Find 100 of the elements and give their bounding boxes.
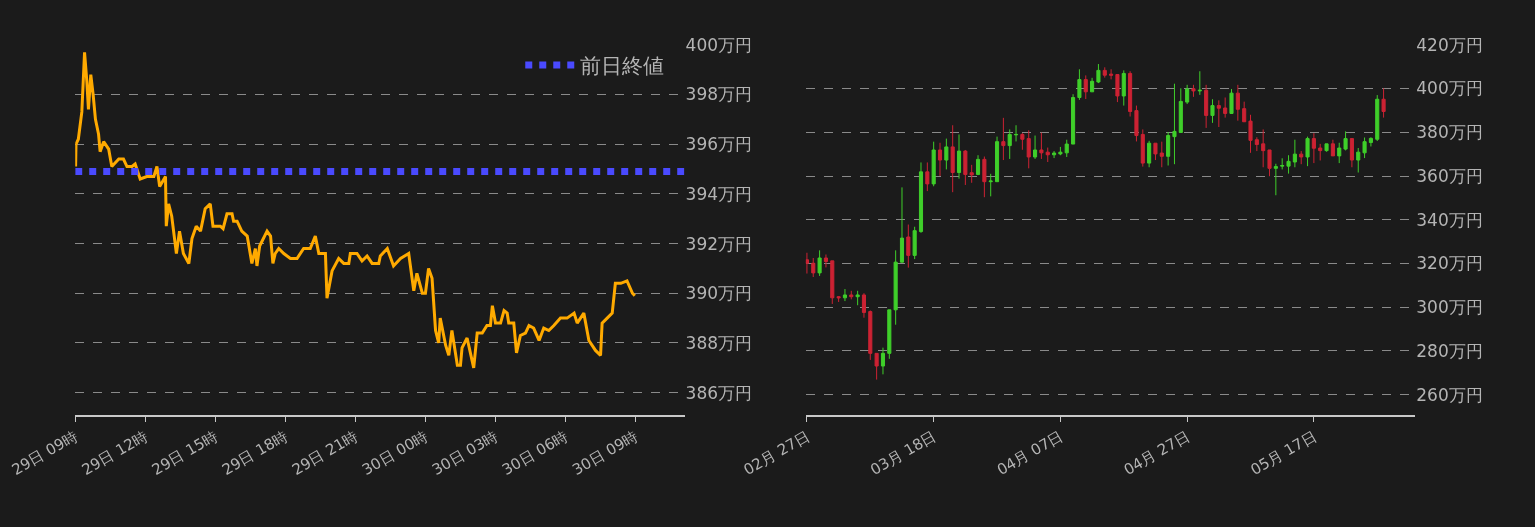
candlestick <box>1330 139 1335 157</box>
candlestick <box>1064 139 1069 158</box>
candlestick <box>1172 83 1177 165</box>
candlestick <box>1134 105 1139 142</box>
candlestick <box>1324 143 1329 153</box>
candlestick <box>975 154 981 176</box>
candlestick <box>1235 84 1240 122</box>
y-tick-label: 360万円 <box>1416 165 1483 186</box>
candlestick <box>956 133 962 180</box>
candlestick <box>1267 149 1272 177</box>
candlestick <box>1254 136 1259 152</box>
candlestick <box>1020 132 1025 151</box>
candlestick <box>880 347 886 375</box>
candlestick <box>1102 66 1107 79</box>
candlestick <box>1223 96 1228 119</box>
candlestick <box>1058 146 1063 156</box>
candlestick <box>925 161 930 192</box>
candlestick <box>1197 70 1202 96</box>
y-tick-label: 260万円 <box>1416 384 1483 405</box>
y-tick-label: 340万円 <box>1416 209 1483 230</box>
candlestick <box>1007 128 1012 160</box>
candlestick <box>1362 137 1367 159</box>
y-tick-label: 394万円 <box>685 183 753 204</box>
candlestick <box>1305 136 1310 167</box>
candlestick <box>1311 132 1316 164</box>
candlestick <box>1229 88 1234 114</box>
candlestick <box>861 292 867 319</box>
candlestick <box>811 257 816 278</box>
candlestick <box>1280 157 1285 170</box>
candlestick <box>918 161 924 234</box>
candlestick <box>1039 132 1044 160</box>
candlestick <box>1121 69 1126 107</box>
y-tick-label: 380万円 <box>1416 122 1483 143</box>
candlestick <box>830 260 835 305</box>
x-tick-label: 30日 06時 <box>499 426 572 479</box>
candlestick <box>1115 74 1120 103</box>
candlestick <box>1096 63 1101 84</box>
y-tick-label: 396万円 <box>685 134 753 155</box>
candlestick <box>1166 131 1171 166</box>
y-tick-label: 280万円 <box>1416 340 1483 361</box>
candlestick <box>1052 150 1057 159</box>
candlestick <box>950 124 955 193</box>
y-tick-label: 420万円 <box>1416 34 1483 55</box>
candlestick <box>1014 124 1019 142</box>
candlestick <box>1033 135 1038 160</box>
candlestick <box>1090 77 1095 93</box>
x-tick-label: 30日 09時 <box>569 426 642 479</box>
x-tick-label: 04月 07日 <box>993 426 1067 479</box>
candlestick <box>1375 94 1380 142</box>
x-tick-label: 29日 09時 <box>8 426 81 479</box>
candlestick <box>1204 84 1209 129</box>
candlestick <box>1185 84 1190 105</box>
candlestick <box>1248 114 1253 154</box>
candlestick <box>1210 98 1215 124</box>
candlestick <box>1273 163 1278 196</box>
candlestick <box>1299 150 1304 165</box>
candlestick <box>1216 99 1221 128</box>
candlestick <box>982 156 987 198</box>
y-tick-label: 400万円 <box>1416 78 1483 99</box>
y-tick-label: 388万円 <box>685 332 753 353</box>
candlestick <box>1153 142 1158 161</box>
candlestick <box>1318 143 1323 161</box>
x-tick-label: 04月 27日 <box>1120 426 1193 479</box>
x-tick-label: 02月 27日 <box>740 426 813 479</box>
y-tick-label: 320万円 <box>1416 253 1483 274</box>
y-tick-label: 398万円 <box>685 84 753 105</box>
candlestick <box>937 142 943 177</box>
candlestick <box>1147 140 1152 168</box>
candlestick <box>1356 147 1361 173</box>
candlestick <box>1368 136 1373 147</box>
candlestick <box>1337 142 1342 164</box>
candlestick <box>1191 84 1196 98</box>
candlestick <box>823 254 828 268</box>
candlestick <box>817 249 822 277</box>
y-tick-label: 386万円 <box>685 382 753 403</box>
candlestick <box>1045 147 1050 163</box>
candlestick <box>1242 101 1247 123</box>
candlestick <box>1292 139 1297 168</box>
candlestick <box>1083 74 1088 100</box>
candlestick <box>1109 68 1114 80</box>
candlestick <box>1381 87 1386 119</box>
candlestick <box>849 290 854 300</box>
candlestick <box>994 136 1000 183</box>
candlestick <box>1178 87 1183 133</box>
candlestick <box>805 252 809 275</box>
candlestick <box>836 295 841 303</box>
y-tick-label: 390万円 <box>685 283 753 304</box>
candlestick <box>912 226 917 260</box>
candlestick <box>1128 70 1133 118</box>
x-tick-label: 30日 03時 <box>429 426 502 479</box>
y-tick-label: 392万円 <box>685 233 753 254</box>
candlestick <box>1349 138 1354 168</box>
candlestick <box>1286 154 1291 175</box>
candlestick <box>1026 129 1031 169</box>
x-tick-label: 05月 17日 <box>1247 426 1320 479</box>
candlestick <box>842 288 848 302</box>
legend-label: 前日終値 <box>580 54 665 79</box>
candlestick <box>1159 141 1164 168</box>
candlestick <box>988 173 993 197</box>
candlestick <box>944 138 949 170</box>
